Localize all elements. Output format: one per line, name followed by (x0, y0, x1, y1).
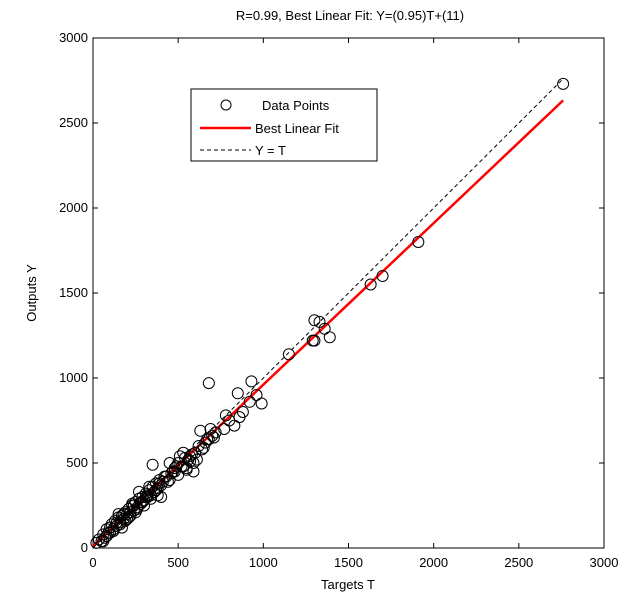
data-point (308, 314, 321, 327)
data-point (412, 236, 425, 248)
x-tick-label: 0 (89, 555, 96, 570)
x-tick-label: 1000 (249, 555, 278, 570)
data-point (184, 450, 197, 463)
data-point (163, 457, 176, 469)
data-point (308, 334, 321, 347)
data-point (146, 458, 159, 471)
data-point (100, 530, 113, 543)
data-point (236, 406, 249, 418)
data-point (245, 375, 258, 388)
y-axis-label: Outputs Y (24, 264, 39, 322)
identity-line (92, 78, 564, 549)
data-point (364, 278, 377, 291)
data-point (173, 450, 186, 463)
data-point (150, 484, 163, 497)
data-point (119, 514, 132, 527)
legend: Data Points Best Linear Fit Y = T (190, 88, 378, 162)
legend-label-best-fit: Best Linear Fit (255, 121, 339, 136)
data-point (243, 395, 256, 408)
axis-ticks: 0 500 1000 1500 2000 2500 3000 0 500 1000 1500 2000… (59, 30, 618, 570)
y-tick-label: 2000 (59, 200, 88, 215)
y-tick-label: 500 (66, 455, 88, 470)
data-point (202, 377, 215, 390)
data-point (161, 475, 174, 488)
legend-label-data-points: Data Points (262, 98, 330, 113)
data-point (115, 521, 128, 534)
data-point (207, 431, 220, 444)
data-point (231, 387, 244, 400)
x-tick-label: 3000 (590, 555, 619, 570)
chart-title: R=0.99, Best Linear Fit: Y=(0.95)T+(11) (236, 8, 464, 23)
data-point (150, 477, 163, 490)
x-tick-label: 2000 (419, 555, 448, 570)
x-axis-label: Targets T (321, 577, 375, 592)
data-point (127, 499, 140, 512)
data-point (180, 462, 193, 475)
data-point (557, 77, 570, 90)
data-point (204, 423, 217, 435)
data-point (255, 397, 268, 410)
data-point (376, 270, 389, 282)
data-point (129, 506, 142, 519)
y-tick-label: 2500 (59, 115, 88, 130)
data-point (177, 446, 190, 459)
data-point (323, 331, 336, 344)
legend-label-y-equals-t: Y = T (255, 143, 286, 158)
data-point (192, 440, 205, 452)
data-point (104, 526, 117, 539)
y-tick-label: 0 (81, 540, 88, 555)
data-point (187, 465, 200, 478)
data-point (196, 443, 209, 456)
y-tick-label: 3000 (59, 30, 88, 45)
x-tick-label: 2500 (504, 555, 533, 570)
legend-box (190, 88, 378, 162)
data-point (282, 348, 295, 361)
legend-marker-data-points (220, 99, 232, 111)
y-tick-label: 1500 (59, 285, 88, 300)
data-point (190, 453, 203, 466)
x-tick-label: 500 (167, 555, 189, 570)
data-points (90, 77, 570, 549)
data-point (197, 441, 210, 454)
x-tick-label: 1500 (334, 555, 363, 570)
y-tick-label: 1000 (59, 370, 88, 385)
